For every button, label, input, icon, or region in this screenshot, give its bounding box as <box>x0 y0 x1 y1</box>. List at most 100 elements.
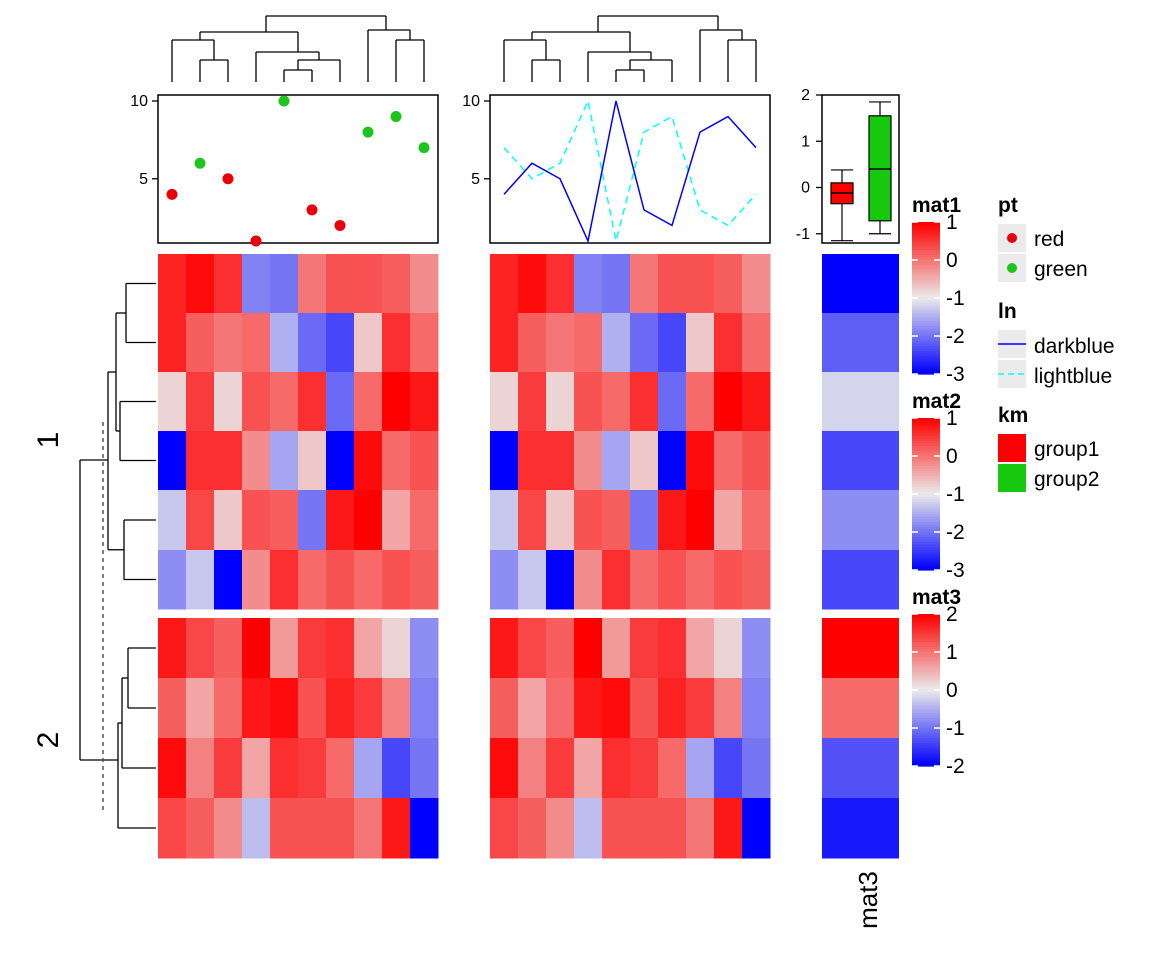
legend-km-title: km <box>998 404 1028 427</box>
mat3-colorbar-segment-31 <box>912 690 940 694</box>
mat2-colorbar-segment-12 <box>912 445 940 449</box>
mat2-cell-r2-c1 <box>490 313 519 373</box>
mat2-cell-r2-c2 <box>518 313 547 373</box>
mat2-cell-r7-c6 <box>630 618 659 679</box>
mat3-colorbar-segment-3 <box>912 619 940 623</box>
mat1-colorbar-segment-32 <box>912 300 940 304</box>
mat2-colorbar-segment-41 <box>912 519 940 523</box>
mat1-cell-r3-c7 <box>326 372 355 432</box>
mat2-colorbar-segment-47 <box>912 534 940 538</box>
mat2-cell-r3-c4 <box>574 372 603 432</box>
mat3-colorbar-label-5: -2 <box>946 755 965 778</box>
mat2-cell-r2-c4 <box>574 313 603 373</box>
mat3-colorbar-segment-23 <box>912 669 940 673</box>
mat2-cell-r5-c4 <box>574 490 603 551</box>
mat1-colorbar-segment-53 <box>912 353 940 357</box>
mat3-colorbar-segment-46 <box>912 728 940 732</box>
mat2-cell-r7-c5 <box>602 618 631 679</box>
mat3-cell-r7 <box>822 618 899 679</box>
mat3-cell-r10 <box>822 798 899 859</box>
mat2-cell-r4-c10 <box>742 431 771 491</box>
mat2-cell-r3-c5 <box>602 372 631 432</box>
mat2-colorbar-segment-27 <box>912 483 940 487</box>
point-6 <box>306 204 318 216</box>
legend-km: km group1 group2 <box>998 404 1099 492</box>
mat2-colorbar-segment-9 <box>912 438 940 442</box>
legend-pt-label-green: green <box>1034 258 1088 281</box>
mat3-colorbar-segment-13 <box>912 644 940 648</box>
mat2-colorbar-segment-53 <box>912 549 940 553</box>
mat3-column-label: mat3 <box>853 871 883 929</box>
mat3-colorbar-segment-56 <box>912 753 940 757</box>
mat1-colorbar-label-1: 1 <box>946 211 958 234</box>
mat2-cell-r6-c6 <box>630 550 659 610</box>
mat1-colorbar-label-2: 0 <box>946 249 958 272</box>
mat3-colorbar-segment-20 <box>912 662 940 666</box>
mat3-colorbar-segment-39 <box>912 710 940 714</box>
mat1-colorbar-segment-60 <box>912 371 940 375</box>
mat2-colorbar-segment-45 <box>912 529 940 533</box>
mat1-cell-r8-c1 <box>158 678 187 739</box>
mat2-cell-r10-c1 <box>490 798 519 859</box>
mat2-cell-r3-c2 <box>518 372 547 432</box>
mat2-colorbar-segment-19 <box>912 463 940 467</box>
mat2-cell-r4-c1 <box>490 431 519 491</box>
mat2-colorbar-segment-29 <box>912 488 940 493</box>
mat1-cell-r5-c10 <box>410 490 439 551</box>
mat2-cell-r9-c9 <box>714 738 743 799</box>
mat2-cell-r2-c8 <box>686 313 715 373</box>
mat3-cell-r2 <box>822 313 899 373</box>
mat2-cell-r1-c5 <box>602 254 631 314</box>
mat3-colorbar-segment-55 <box>912 750 940 754</box>
mat3-colorbar-segment-9 <box>912 634 940 638</box>
mat1-cell-r3-c5 <box>270 372 299 432</box>
mat2-cell-r1-c10 <box>742 254 771 314</box>
mat1-cell-r1-c6 <box>298 254 327 314</box>
mat1-colorbar-segment-10 <box>912 244 940 248</box>
mat2-cell-r4-c5 <box>602 431 631 491</box>
mat3-cell-r6 <box>822 550 899 610</box>
mat1-colorbar-segment-18 <box>912 265 940 269</box>
mat2-cell-r7-c4 <box>574 618 603 679</box>
mat2-cell-r10-c2 <box>518 798 547 859</box>
mat1-cell-r1-c2 <box>186 254 215 314</box>
mat1-colorbar-segment-33 <box>912 303 940 307</box>
mat1-cell-r2-c8 <box>354 313 383 373</box>
mat1-cell-r9-c5 <box>270 738 299 799</box>
mat2-cell-r10-c10 <box>742 798 771 859</box>
mat2-cell-r4-c4 <box>574 431 603 491</box>
mat2-cell-r7-c2 <box>518 618 547 679</box>
mat1-colorbar-segment-27 <box>912 287 940 291</box>
mat3-colorbar-segment-2 <box>912 616 940 620</box>
mat2-cell-r8-c2 <box>518 678 547 739</box>
mat2-colorbar-segment-52 <box>912 547 940 551</box>
mat2-cell-r5-c2 <box>518 490 547 551</box>
mat3-colorbar-segment-18 <box>912 657 940 661</box>
mat2-cell-r6-c7 <box>658 550 687 610</box>
mat1-colorbar-label-4: -2 <box>946 325 965 348</box>
mat1-cell-r6-c1 <box>158 550 187 610</box>
mat3-cell-r4 <box>822 431 899 491</box>
mat2-cell-r7-c7 <box>658 618 687 679</box>
mat1-cell-r10-c2 <box>186 798 215 859</box>
mat2-colorbar-segment-17 <box>912 458 940 462</box>
mat1-cell-r3-c4 <box>242 372 271 432</box>
mat3-colorbar-segment-34 <box>912 697 940 701</box>
mat3-colorbar-segment-24 <box>912 672 940 676</box>
mat2-colorbar-segment-1 <box>912 418 940 422</box>
mat3-colorbar-segment-10 <box>912 636 940 640</box>
mat1-colorbar-segment-50 <box>912 346 940 350</box>
mat2-colorbar-segment-14 <box>912 450 940 455</box>
point-7 <box>334 219 346 231</box>
mat1-cell-r7-c4 <box>242 618 271 679</box>
mat3-cell-r3 <box>822 372 899 432</box>
mat1-cell-r6-c8 <box>354 550 383 610</box>
line-annotation-panel: 5 10 <box>462 93 771 244</box>
mat2-colorbar-segment-25 <box>912 478 940 482</box>
mat1-cell-r3-c8 <box>354 372 383 432</box>
mat1-colorbar-segment-58 <box>912 366 940 370</box>
row-dendrogram <box>79 282 156 829</box>
mat1-cell-r10-c10 <box>410 798 439 859</box>
mat1-cell-r4-c5 <box>270 431 299 491</box>
